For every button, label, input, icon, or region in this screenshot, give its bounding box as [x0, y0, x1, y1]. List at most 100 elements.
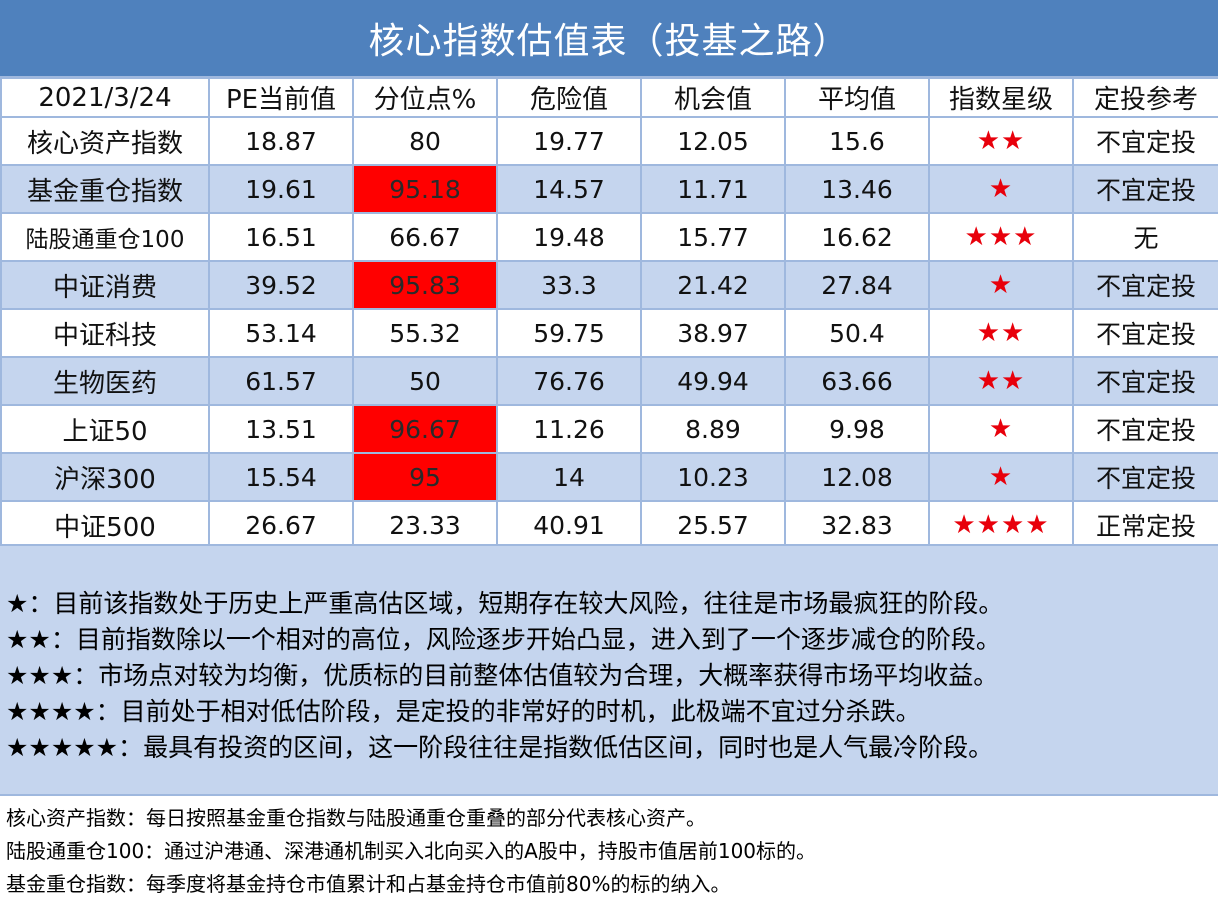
- danger-value: 76.76: [496, 356, 642, 406]
- percentile-value-high: 95.83: [352, 260, 498, 310]
- advice-value: 不宜定投: [1072, 308, 1218, 358]
- pe-value: 39.52: [208, 260, 354, 310]
- pe-value: 16.51: [208, 212, 354, 262]
- percentile-value-high: 95: [352, 452, 498, 502]
- legend-text: 最具有投资的区间，这一阶段往往是指数低估区间，同时也是人气最冷阶段。: [143, 733, 994, 762]
- danger-value: 14.57: [496, 164, 642, 214]
- advice-value: 不宜定投: [1072, 404, 1218, 454]
- danger-value: 14: [496, 452, 642, 502]
- advice-value: 不宜定投: [1072, 164, 1218, 214]
- index-name: 基金重仓指数: [0, 164, 210, 214]
- percentile-value-high: 95.18: [352, 164, 498, 214]
- star-rating: ★★: [928, 116, 1074, 166]
- index-name: 陆股通重仓100: [0, 212, 210, 262]
- header-date: 2021/3/24: [0, 76, 210, 118]
- pe-value: 26.67: [208, 500, 354, 550]
- legend-line: ★★：目前指数除以一个相对的高位，风险逐步开始凸显，进入到了一个逐步减仓的阶段。: [6, 620, 1001, 656]
- legend-stars: ★★：: [6, 625, 76, 654]
- footnote: 陆股通重仓100：通过沪港通、深港通机制买入北向买入的A股中，持股市值居前100…: [6, 839, 817, 863]
- average-value: 50.4: [784, 308, 930, 358]
- average-value: 9.98: [784, 404, 930, 454]
- legend-stars: ★★★：: [6, 661, 99, 690]
- table-row: 上证50 13.51 96.67 11.26 8.89 9.98 ★ 不宜定投: [0, 404, 1218, 454]
- table-row: 中证消费 39.52 95.83 33.3 21.42 27.84 ★ 不宜定投: [0, 260, 1218, 310]
- opportunity-value: 21.42: [640, 260, 786, 310]
- index-name: 核心资产指数: [0, 116, 210, 166]
- advice-value: 不宜定投: [1072, 260, 1218, 310]
- star-rating: ★★★★: [928, 500, 1074, 550]
- legend-text: 目前指数除以一个相对的高位，风险逐步开始凸显，进入到了一个逐步减仓的阶段。: [75, 625, 1001, 654]
- header-average: 平均值: [784, 76, 930, 118]
- star-rating: ★★: [928, 356, 1074, 406]
- star-rating: ★★: [928, 308, 1074, 358]
- star-legend: ★：目前该指数处于历史上严重高估区域，短期存在较大风险，往往是市场最疯狂的阶段。…: [0, 544, 1218, 796]
- index-name: 上证50: [0, 404, 210, 454]
- opportunity-value: 38.97: [640, 308, 786, 358]
- danger-value: 11.26: [496, 404, 642, 454]
- advice-value: 不宜定投: [1072, 116, 1218, 166]
- footnote: 核心资产指数：每日按照基金重仓指数与陆股通重仓重叠的部分代表核心资产。: [6, 806, 706, 830]
- danger-value: 59.75: [496, 308, 642, 358]
- table-row: 生物医药 61.57 50 76.76 49.94 63.66 ★★ 不宜定投: [0, 356, 1218, 406]
- opportunity-value: 10.23: [640, 452, 786, 502]
- legend-stars: ★：: [6, 589, 54, 618]
- index-name: 中证消费: [0, 260, 210, 310]
- legend-stars: ★★★★：: [6, 697, 121, 726]
- table-row: 核心资产指数 18.87 80 19.77 12.05 15.6 ★★ 不宜定投: [0, 116, 1218, 166]
- percentile-value: 23.33: [352, 500, 498, 550]
- header-pe: PE当前值: [208, 76, 354, 118]
- legend-line: ★★★★：目前处于相对低估阶段，是定投的非常好的时机，此极端不宜过分杀跌。: [6, 692, 921, 728]
- star-rating: ★: [928, 260, 1074, 310]
- legend-text: 目前处于相对低估阶段，是定投的非常好的时机，此极端不宜过分杀跌。: [120, 697, 921, 726]
- header-stars: 指数星级: [928, 76, 1074, 118]
- percentile-value: 55.32: [352, 308, 498, 358]
- average-value: 16.62: [784, 212, 930, 262]
- legend-stars: ★★★★★：: [6, 733, 144, 762]
- average-value: 13.46: [784, 164, 930, 214]
- star-rating: ★: [928, 404, 1074, 454]
- average-value: 27.84: [784, 260, 930, 310]
- header-opportunity: 机会值: [640, 76, 786, 118]
- percentile-value-high: 96.67: [352, 404, 498, 454]
- legend-text: 市场点对较为均衡，优质标的目前整体估值较为合理，大概率获得市场平均收益。: [98, 661, 999, 690]
- percentile-value: 50: [352, 356, 498, 406]
- page-title: 核心指数估值表（投基之路）: [0, 0, 1218, 76]
- legend-text: 目前该指数处于历史上严重高估区域，短期存在较大风险，往往是市场最疯狂的阶段。: [53, 589, 1004, 618]
- opportunity-value: 15.77: [640, 212, 786, 262]
- table-row: 陆股通重仓100 16.51 66.67 19.48 15.77 16.62 ★…: [0, 212, 1218, 262]
- advice-value: 不宜定投: [1072, 452, 1218, 502]
- pe-value: 19.61: [208, 164, 354, 214]
- index-name: 中证500: [0, 500, 210, 550]
- pe-value: 18.87: [208, 116, 354, 166]
- index-name: 沪深300: [0, 452, 210, 502]
- average-value: 32.83: [784, 500, 930, 550]
- danger-value: 40.91: [496, 500, 642, 550]
- header-percentile: 分位点%: [352, 76, 498, 118]
- average-value: 12.08: [784, 452, 930, 502]
- advice-value: 无: [1072, 212, 1218, 262]
- opportunity-value: 49.94: [640, 356, 786, 406]
- legend-line: ★：目前该指数处于历史上严重高估区域，短期存在较大风险，往往是市场最疯狂的阶段。: [6, 584, 1003, 620]
- legend-line: ★★★★★：最具有投资的区间，这一阶段往往是指数低估区间，同时也是人气最冷阶段。: [6, 728, 993, 764]
- advice-value: 正常定投: [1072, 500, 1218, 550]
- index-name: 中证科技: [0, 308, 210, 358]
- pe-value: 53.14: [208, 308, 354, 358]
- percentile-value: 66.67: [352, 212, 498, 262]
- header-danger: 危险值: [496, 76, 642, 118]
- table-row: 中证500 26.67 23.33 40.91 25.57 32.83 ★★★★…: [0, 500, 1218, 550]
- star-rating: ★: [928, 452, 1074, 502]
- index-name: 生物医药: [0, 356, 210, 406]
- pe-value: 61.57: [208, 356, 354, 406]
- average-value: 63.66: [784, 356, 930, 406]
- opportunity-value: 11.71: [640, 164, 786, 214]
- danger-value: 19.77: [496, 116, 642, 166]
- star-rating: ★: [928, 164, 1074, 214]
- opportunity-value: 12.05: [640, 116, 786, 166]
- valuation-table: 2021/3/24 PE当前值 分位点% 危险值 机会值 平均值 指数星级 定投…: [0, 76, 1218, 550]
- legend-line: ★★★：市场点对较为均衡，优质标的目前整体估值较为合理，大概率获得市场平均收益。: [6, 656, 998, 692]
- danger-value: 33.3: [496, 260, 642, 310]
- opportunity-value: 25.57: [640, 500, 786, 550]
- pe-value: 13.51: [208, 404, 354, 454]
- table-row: 基金重仓指数 19.61 95.18 14.57 11.71 13.46 ★ 不…: [0, 164, 1218, 214]
